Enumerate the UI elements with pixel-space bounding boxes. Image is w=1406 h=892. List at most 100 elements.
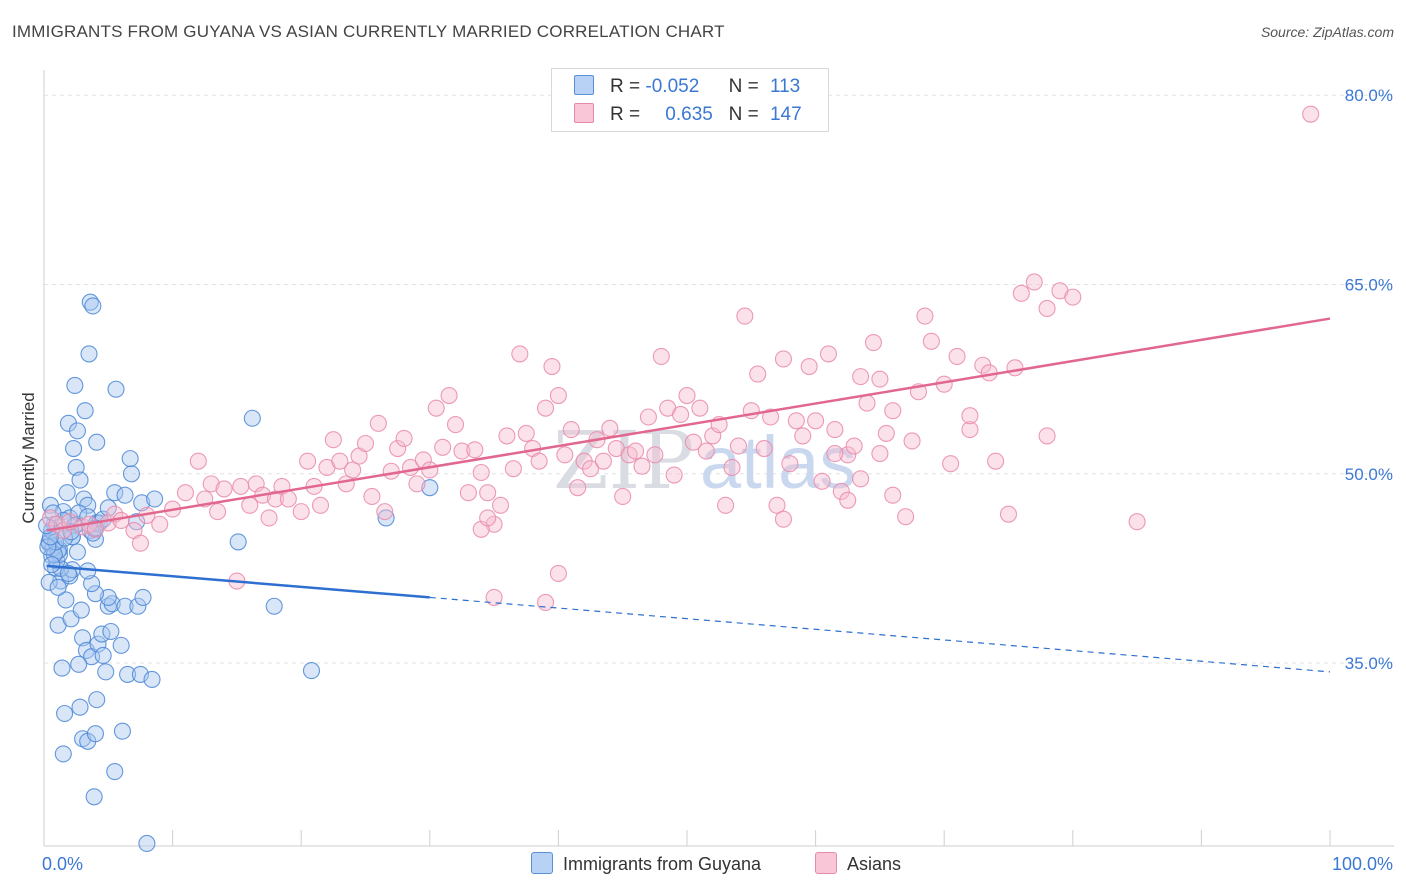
point-asians: [530, 452, 548, 470]
point-asians: [1012, 284, 1030, 302]
point-asians: [813, 472, 831, 490]
point-asians: [736, 307, 754, 325]
point-asians: [202, 475, 220, 493]
point-asians: [549, 564, 567, 583]
point-asians: [594, 452, 612, 470]
point-asians: [755, 439, 773, 458]
point-guyana: [54, 745, 72, 763]
point-asians: [768, 496, 786, 514]
point-guyana: [65, 439, 83, 458]
x-tick-label: 100.0%: [1332, 854, 1393, 874]
point-asians: [479, 484, 497, 502]
point-asians: [864, 333, 883, 352]
series-asians-points: [41, 105, 1320, 612]
point-asians: [884, 402, 902, 420]
point-guyana: [57, 591, 75, 609]
point-guyana: [86, 585, 104, 603]
point-asians: [1302, 105, 1320, 123]
point-guyana: [121, 450, 139, 468]
point-guyana: [134, 588, 152, 606]
point-asians: [453, 442, 471, 460]
point-guyana: [40, 573, 58, 591]
point-asians: [987, 452, 1005, 470]
legend-r-label: R =: [610, 76, 641, 97]
point-asians: [999, 505, 1018, 523]
point-guyana: [99, 499, 117, 517]
point-asians: [472, 463, 490, 482]
point-asians: [459, 484, 477, 502]
point-asians: [260, 509, 278, 527]
y-tick-label: 35.0%: [1345, 654, 1393, 673]
point-guyana: [86, 725, 104, 743]
point-asians: [41, 509, 59, 527]
point-guyana: [112, 636, 130, 654]
y-tick-label: 80.0%: [1345, 86, 1393, 105]
point-asians: [807, 412, 825, 430]
point-guyana: [143, 670, 161, 688]
point-guyana: [68, 422, 86, 440]
point-asians: [884, 486, 902, 504]
point-asians: [376, 503, 394, 521]
point-asians: [691, 399, 709, 417]
point-asians: [819, 345, 838, 363]
point-asians: [871, 445, 889, 463]
point-guyana: [99, 588, 117, 606]
point-asians: [729, 437, 747, 455]
point-asians: [232, 477, 250, 495]
point-asians: [774, 510, 793, 528]
point-guyana: [106, 763, 124, 781]
point-asians: [839, 491, 857, 509]
point-asians: [427, 399, 445, 417]
point-asians: [536, 399, 555, 417]
y-tick-label: 65.0%: [1345, 276, 1393, 295]
point-asians: [781, 455, 799, 473]
point-guyana: [94, 646, 112, 665]
point-asians: [434, 438, 452, 456]
y-tick-label: 50.0%: [1345, 465, 1393, 484]
point-asians: [485, 588, 503, 606]
point-asians: [369, 414, 387, 432]
point-guyana: [102, 622, 120, 641]
point-guyana: [70, 655, 88, 673]
point-guyana: [71, 471, 89, 489]
point-asians: [292, 503, 310, 521]
point-asians: [852, 368, 870, 386]
point-asians: [717, 496, 735, 514]
point-asians: [903, 432, 921, 450]
point-asians: [517, 424, 535, 442]
point-asians: [1064, 288, 1082, 306]
point-asians: [762, 408, 780, 426]
point-asians: [479, 509, 497, 527]
point-asians: [440, 386, 458, 405]
point-guyana: [88, 691, 106, 709]
point-guyana: [377, 509, 395, 527]
point-asians: [774, 350, 793, 368]
point-asians: [536, 593, 555, 612]
point-asians: [363, 487, 381, 506]
point-guyana: [83, 574, 101, 593]
point-asians: [331, 452, 349, 470]
point-guyana: [58, 484, 76, 502]
point-asians: [858, 394, 876, 412]
legend-swatch-pink: [574, 103, 594, 123]
point-asians: [498, 427, 516, 445]
point-guyana: [133, 494, 151, 512]
point-guyana: [56, 704, 74, 723]
trend-lines: [46, 317, 1331, 673]
point-guyana: [67, 458, 85, 477]
point-asians: [652, 347, 670, 365]
point-asians: [151, 515, 169, 533]
axes: [43, 70, 1394, 847]
point-asians: [697, 442, 715, 460]
trend-line-guyana: [46, 564, 430, 599]
point-guyana: [88, 433, 106, 451]
point-asians: [485, 515, 503, 533]
point-asians: [627, 442, 645, 460]
point-asians: [852, 470, 870, 488]
point-guyana: [84, 297, 102, 315]
point-guyana: [71, 698, 89, 716]
point-guyana: [229, 533, 247, 551]
point-asians: [389, 439, 407, 458]
trend-line-asians: [46, 317, 1331, 532]
